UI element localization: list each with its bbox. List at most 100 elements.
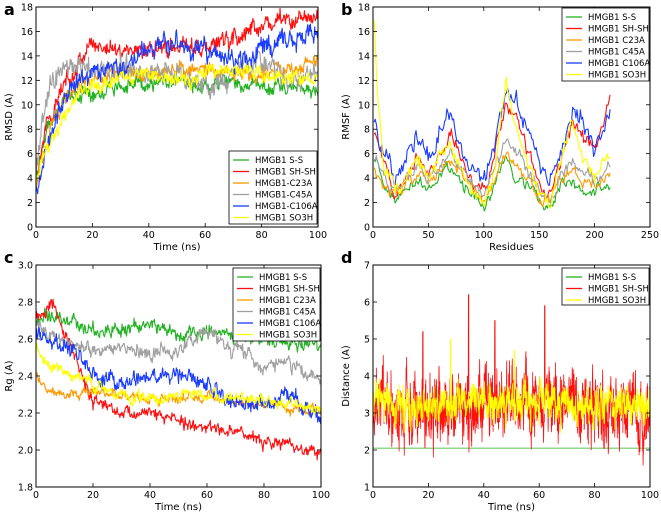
y-tick-label: 1.8 <box>18 483 33 494</box>
x-tick-label: 0 <box>370 230 376 241</box>
legend-label-hmgb1-s-s: HMGB1 S-S <box>255 156 303 166</box>
y-tick-label: 7 <box>364 261 370 272</box>
y-tick-label: 2.4 <box>18 372 33 383</box>
y-tick-label: 2.0 <box>18 446 33 457</box>
series-line-hmgb1-s-s <box>36 307 321 353</box>
y-tick-label: 12 <box>358 76 370 87</box>
series-line-hmgb1-s-s <box>373 155 611 212</box>
y-tick-label: 1 <box>364 483 370 494</box>
y-tick-label: 8 <box>27 125 33 136</box>
axes-frame <box>372 6 651 228</box>
legend-label-hmgb1-so3h: HMGB1 SO3H <box>259 331 317 341</box>
x-tick-label: 20 <box>87 490 99 501</box>
x-axis-label: Time (ns) <box>487 502 535 512</box>
series-line-hmgb1-c23a <box>36 372 321 417</box>
series-line-hmgb1-c106a <box>36 23 318 195</box>
legend-label-hmgb1-c45a: HMGB1-C45A <box>255 191 312 201</box>
series-line-hmgb1-so3h <box>373 20 611 209</box>
y-tick-label: 2 <box>27 198 33 209</box>
legend-label-hmgb1-c106a: HMGB1 C106A <box>259 319 321 329</box>
legend-label-hmgb1-s-s: HMGB1 S-S <box>588 273 636 283</box>
y-tick-label: 2 <box>364 198 370 209</box>
x-tick-label: 20 <box>422 490 434 501</box>
y-tick-label: 3.0 <box>18 261 33 272</box>
legend-label-hmgb1-c23a: HMGB1-C23A <box>255 179 312 189</box>
y-tick-label: 18 <box>358 3 370 14</box>
legend-label-hmgb1-s-s: HMGB1 S-S <box>588 13 636 23</box>
series-line-hmgb1-sh-sh <box>36 298 321 461</box>
y-tick-label: 4 <box>364 174 370 185</box>
x-tick-label: 0 <box>33 490 39 501</box>
legend-box <box>228 150 318 225</box>
series-line-hmgb1-sh-sh <box>373 94 611 201</box>
x-tick-label: 60 <box>199 230 211 241</box>
x-tick-label: 40 <box>144 490 156 501</box>
y-axis-label: RMSF (A) <box>341 94 352 140</box>
y-tick-label: 14 <box>21 51 33 62</box>
y-tick-label: 4 <box>27 174 33 185</box>
x-tick-label: 20 <box>86 230 98 241</box>
y-tick-label: 16 <box>358 27 370 38</box>
y-axis-label: Distance (A) <box>341 345 352 407</box>
legend-label-hmgb1-so3h: HMGB1 SO3H <box>588 71 646 81</box>
y-tick-label: 2.2 <box>18 409 33 420</box>
y-tick-label: 12 <box>21 76 33 87</box>
legend-label-hmgb1-c45a: HMGB1 C45A <box>588 48 645 58</box>
x-tick-label: 50 <box>422 230 434 241</box>
x-tick-label: 200 <box>586 230 604 241</box>
legend-label-hmgb1-so3h: HMGB1 SO3H <box>255 214 313 224</box>
x-tick-label: 0 <box>33 230 39 241</box>
y-tick-label: 2 <box>364 446 370 457</box>
legend-label-hmgb1-sh-sh: HMGB1 SH-SH <box>255 168 316 178</box>
x-tick-label: 150 <box>530 230 548 241</box>
x-axis-label: Residues <box>489 242 534 253</box>
y-tick-label: 10 <box>21 100 33 111</box>
x-axis-label: Time (ns) <box>152 242 200 253</box>
plot-area <box>373 294 650 466</box>
plot-area <box>36 298 321 461</box>
x-axis-label: Time (ns) <box>154 502 202 512</box>
panel-b: b 0 50 100 150 200 250 0 2 4 6 8 10 12 14 16 18 Residues R… <box>341 0 659 253</box>
panel-letter: a <box>4 0 15 19</box>
panel-c: c 0 20 40 60 80 100 1.8 2.0 2.2 2.4 2.6 2.8 3.0 Time (… <box>4 248 330 512</box>
x-tick-label: 100 <box>309 230 327 241</box>
legend-box <box>232 267 321 342</box>
y-axis-label: Rg (A) <box>4 360 15 391</box>
panel-letter: b <box>341 0 352 19</box>
series-line-hmgb1-c45a <box>36 50 318 177</box>
legend-box <box>561 267 650 306</box>
legend-box <box>561 7 650 82</box>
y-tick-label: 5 <box>364 335 370 346</box>
y-tick-label: 16 <box>21 27 33 38</box>
x-tick-label: 40 <box>478 490 490 501</box>
y-tick-label: 6 <box>364 298 370 309</box>
series-line-hmgb1-c45a <box>36 318 321 385</box>
series-line-hmgb1-c45a <box>373 138 611 204</box>
x-tick-label: 0 <box>370 490 376 501</box>
legend-label-hmgb1-c106a: HMGB1-C106A <box>255 202 318 212</box>
series-line-hmgb1-so3h <box>36 343 321 415</box>
y-tick-label: 2.6 <box>18 335 33 346</box>
axes-frame <box>35 6 319 228</box>
y-tick-label: 6 <box>364 149 370 160</box>
y-tick-label: 0 <box>27 223 33 234</box>
x-tick-label: 60 <box>201 490 213 501</box>
series-line-hmgb1-so3h <box>373 338 650 434</box>
series-line-hmgb1-so3h <box>36 63 318 186</box>
x-tick-label: 80 <box>258 490 270 501</box>
y-tick-label: 8 <box>364 125 370 136</box>
panel-a: a 0 20 40 60 80 100 0 2 4 6 8 10 12 14 16 18 Time (ns) RMS… <box>4 0 327 253</box>
y-tick-label: 2.8 <box>18 298 33 309</box>
x-tick-label: 250 <box>641 230 659 241</box>
legend-label-hmgb1-sh-sh: HMGB1 SH-SH <box>588 25 649 35</box>
plot-area <box>36 7 318 195</box>
legend-label-hmgb1-c23a: HMGB1 C23A <box>259 296 316 306</box>
legend-label-hmgb1-s-s: HMGB1 S-S <box>259 273 307 283</box>
series-line-hmgb1-c106a <box>36 326 321 425</box>
y-axis-label: RMSD (A) <box>4 93 15 141</box>
